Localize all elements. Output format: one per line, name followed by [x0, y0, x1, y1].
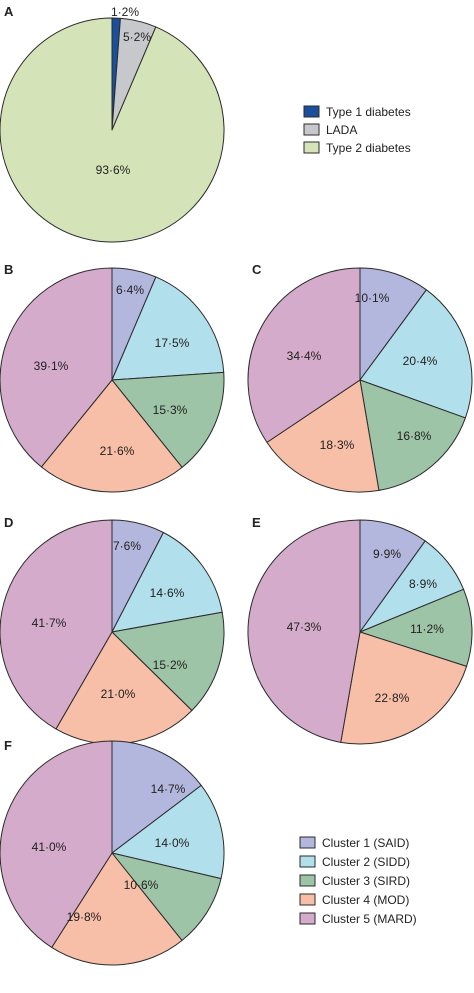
slice-label: 41·7%: [32, 616, 67, 630]
slice-label: 17·5%: [155, 336, 190, 350]
pie-slice-cluster-1-said: [111, 740, 202, 854]
slice-label: 1·2%: [111, 5, 139, 19]
pie-slice-cluster-5-mard: [0, 519, 113, 730]
pie-slice-cluster-2-sidd: [111, 532, 223, 633]
pie-slice-cluster-1-said: [359, 267, 427, 381]
pie-slice-cluster-3-sird: [111, 371, 225, 468]
legend-swatch: [299, 912, 316, 925]
legend-swatch: [299, 836, 316, 849]
slice-label: 7·6%: [113, 539, 141, 553]
slice-label: 47·3%: [287, 620, 322, 634]
pie-slice-cluster-4-mod: [340, 631, 468, 745]
legend-swatch: [299, 874, 316, 887]
pie-panel-f: 14·7% 14·0% 10·6% 19·8% 41·0% F: [0, 738, 225, 966]
slice-label: 39·1%: [34, 359, 69, 373]
slice-label: 5·2%: [123, 30, 151, 44]
slice-label: 34·4%: [287, 349, 322, 363]
slice-label: 19·8%: [67, 910, 102, 924]
pie-slice-cluster-3-sird: [111, 611, 225, 712]
legend-swatch: [303, 141, 320, 154]
legend-label: Cluster 5 (MARD): [322, 912, 417, 926]
pie-slice-cluster-3-sird: [359, 588, 473, 667]
slice-label: 21·0%: [101, 687, 136, 701]
slice-label: 11·2%: [410, 622, 444, 636]
panel-letter: C: [252, 262, 262, 277]
pie-slice-cluster-5-mard: [247, 267, 361, 443]
legend-swatch: [299, 893, 316, 906]
slice-label: 14·7%: [151, 782, 186, 796]
slice-label: 16·8%: [397, 429, 432, 443]
pie-slice-cluster-4-mod: [266, 379, 380, 493]
slice-label: 14·0%: [155, 836, 190, 850]
panel-letter: F: [4, 738, 12, 753]
pie-slice-cluster-5-mard: [0, 267, 113, 468]
pie-panel-b: 6·4% 17·5% 15·3% 21·6% 39·1% B: [0, 262, 225, 493]
legend-label: Cluster 1 (SAID): [322, 836, 409, 850]
pie-slice-type-2-diabetes: [0, 17, 225, 243]
pie-panel-e: 9·9% 8·9% 11·2% 22·8% 47·3% E: [247, 515, 473, 745]
legend-diabetes-type: Type 1 diabetes LADA Type 2 diabetes: [303, 105, 411, 155]
legend-label: Type 1 diabetes: [326, 105, 411, 119]
legend-swatch: [303, 105, 320, 118]
panel-letter: B: [4, 262, 13, 277]
slice-label: 9·9%: [373, 547, 401, 561]
legend-label: Cluster 2 (SIDD): [322, 855, 410, 869]
legend-swatch: [299, 855, 316, 868]
slice-label: 8·9%: [409, 577, 437, 591]
slice-label: 10·6%: [124, 878, 159, 892]
slice-label: 22·8%: [375, 691, 410, 705]
slice-label: 15·2%: [153, 658, 188, 672]
slice-label: 41·0%: [32, 840, 67, 854]
legend-label: LADA: [326, 123, 357, 137]
pie-slice-cluster-5-mard: [247, 519, 361, 743]
pie-panel-d: 7·6% 14·6% 15·2% 21·0% 41·7% D: [0, 515, 225, 745]
legend-label: Cluster 3 (SIRD): [322, 874, 410, 888]
legend-swatch: [303, 123, 320, 136]
slice-label: 20·4%: [403, 354, 438, 368]
slice-label: 21·6%: [100, 444, 135, 458]
panel-letter: D: [4, 515, 13, 530]
pie-slice-cluster-2-sidd: [111, 784, 225, 880]
pie-slice-cluster-3-sird: [359, 379, 466, 491]
slice-label: 6·4%: [116, 283, 144, 297]
pie-slice-cluster-5-mard: [0, 740, 113, 948]
pie-slice-cluster-4-mod: [40, 379, 183, 493]
pie-slice-cluster-4-mod: [51, 852, 183, 966]
pie-slice-cluster-3-sird: [111, 852, 222, 941]
pie-panel-c: 10·1% 20·4% 16·8% 18·3% 34·4% C: [247, 262, 473, 493]
slice-label: 15·3%: [153, 403, 188, 417]
panel-letter: E: [252, 515, 261, 530]
slice-label: 10·1%: [355, 291, 390, 305]
legend-clusters: Cluster 1 (SAID) Cluster 2 (SIDD) Cluster …: [299, 836, 417, 926]
pie-slice-cluster-2-sidd: [359, 289, 473, 419]
slice-label: 18·3%: [320, 438, 355, 452]
panel-letter: A: [4, 4, 14, 19]
pie-slice-cluster-2-sidd: [111, 276, 225, 381]
legend-label: Cluster 4 (MOD): [322, 893, 409, 907]
pie-panel-a: 1·2% 5·2% 93·6% A: [0, 4, 225, 243]
slice-label: 14·6%: [150, 586, 185, 600]
slice-label: 93·6%: [96, 163, 131, 177]
legend-label: Type 2 diabetes: [326, 141, 411, 155]
